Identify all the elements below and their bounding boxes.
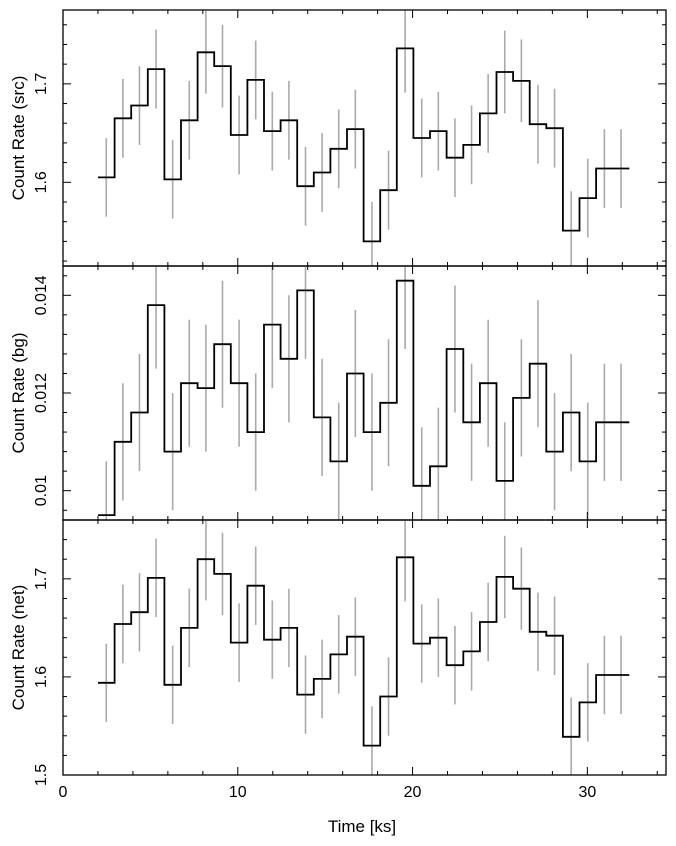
y-tick-label: 1.6 bbox=[33, 171, 50, 193]
y-tick-label: 0.01 bbox=[33, 475, 50, 506]
panel-frame bbox=[62, 519, 667, 776]
y-tick-label: 1.7 bbox=[33, 568, 50, 590]
y-tick-label: 1.5 bbox=[33, 764, 50, 786]
panel-src: 1.6 1.7 Count Rate (src) bbox=[9, 9, 667, 267]
y-axis-label-net: Count Rate (net) bbox=[9, 585, 28, 711]
panel-net: 1.5 1.6 1.7 Count Rate (net) bbox=[9, 519, 667, 786]
y-tick-label: 1.7 bbox=[33, 73, 50, 95]
x-tick-label: 20 bbox=[404, 784, 422, 801]
panels-layer: 1.6 1.7 Count Rate (src) 0.01 0.012 0.014 Coun… bbox=[9, 9, 667, 801]
step-series-net bbox=[98, 556, 630, 747]
y-axis-label-bg: Count Rate (bg) bbox=[9, 333, 28, 454]
x-tick-label: 10 bbox=[229, 784, 247, 801]
y-tick-label: 1.6 bbox=[33, 666, 50, 688]
x-tick-label: 0 bbox=[59, 784, 68, 801]
y-axis-label-src: Count Rate (src) bbox=[9, 76, 28, 201]
y-tick-label: 0.012 bbox=[33, 373, 50, 413]
panel-bg: 0.01 0.012 0.014 Count Rate (bg) bbox=[9, 265, 667, 521]
step-series-src bbox=[98, 47, 630, 243]
step-series-bg bbox=[98, 279, 630, 516]
x-axis-label: Time [ks] bbox=[328, 817, 396, 836]
y-tick-label: 0.014 bbox=[33, 275, 50, 315]
x-tick-label: 30 bbox=[578, 784, 596, 801]
